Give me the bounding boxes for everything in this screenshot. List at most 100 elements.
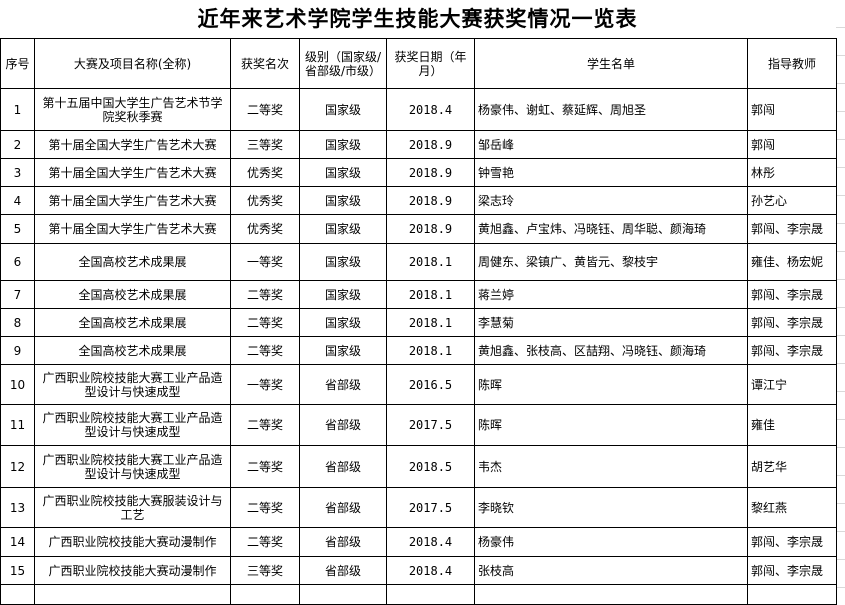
cell-name[interactable]: 第十届全国大学生广告艺术大赛 <box>34 214 231 244</box>
cell-teacher[interactable]: 林彤 <box>747 158 837 187</box>
cell-name[interactable]: 第十届全国大学生广告艺术大赛 <box>34 130 231 159</box>
cell-level[interactable]: 省部级 <box>299 445 387 488</box>
cell-rank[interactable]: 二等奖 <box>230 404 300 446</box>
cell-level[interactable]: 省部级 <box>299 527 387 557</box>
cell-rank[interactable]: 优秀奖 <box>230 186 300 215</box>
cell-no[interactable]: 4 <box>0 186 35 215</box>
cell-level[interactable]: 省部级 <box>299 404 387 446</box>
cell-rank[interactable]: 二等奖 <box>230 445 300 488</box>
header-cell[interactable]: 学生名单 <box>474 38 748 89</box>
cell-students[interactable]: 钟雪艳 <box>474 158 748 187</box>
cell-students[interactable]: 梁志玲 <box>474 186 748 215</box>
cell-no[interactable]: 7 <box>0 280 35 309</box>
cell-no[interactable]: 13 <box>0 487 35 528</box>
cell-students[interactable]: 蒋兰婷 <box>474 280 748 309</box>
cell-students[interactable]: 黄旭鑫、卢宝炜、冯晓钰、周华聪、颜海琦 <box>474 214 748 244</box>
cell-no[interactable]: 12 <box>0 445 35 488</box>
cell-students[interactable]: 陈晖 <box>474 404 748 446</box>
cell-date[interactable]: 2018.1 <box>386 336 475 365</box>
cell-date[interactable]: 2018.1 <box>386 280 475 309</box>
cell-level[interactable]: 国家级 <box>299 243 387 281</box>
cell-students[interactable]: 邹岳峰 <box>474 130 748 159</box>
header-cell[interactable]: 获奖名次 <box>230 38 300 89</box>
header-cell[interactable]: 指导教师 <box>747 38 837 89</box>
cell-teacher[interactable]: 郭闯 <box>747 130 837 159</box>
cell-no[interactable]: 3 <box>0 158 35 187</box>
cell-name[interactable]: 广西职业院校技能大赛工业产品造型设计与快速成型 <box>34 404 231 446</box>
cell-level[interactable]: 国家级 <box>299 158 387 187</box>
cell-teacher[interactable]: 黎红燕 <box>747 487 837 528</box>
cell-teacher[interactable]: 郭闯、李宗晟 <box>747 527 837 557</box>
cell-teacher[interactable]: 郭闯、李宗晟 <box>747 214 837 244</box>
cell-students[interactable]: 杨豪伟、谢虹、蔡延辉、周旭圣 <box>474 88 748 131</box>
cell-name[interactable]: 第十五届中国大学生广告艺术节学院奖秋季赛 <box>34 88 231 131</box>
cell-rank[interactable]: 二等奖 <box>230 308 300 337</box>
cell-no[interactable]: 5 <box>0 214 35 244</box>
cell-level[interactable]: 省部级 <box>299 487 387 528</box>
cell-name[interactable]: 广西职业院校技能大赛服装设计与工艺 <box>34 487 231 528</box>
cell-students[interactable]: 李慧菊 <box>474 308 748 337</box>
cell-date[interactable]: 2017.5 <box>386 487 475 528</box>
cell-no[interactable]: 2 <box>0 130 35 159</box>
cell-no[interactable]: 11 <box>0 404 35 446</box>
cell-no[interactable]: 6 <box>0 243 35 281</box>
cell-date[interactable]: 2018.4 <box>386 88 475 131</box>
cell-level[interactable]: 省部级 <box>299 364 387 405</box>
cell-name[interactable]: 全国高校艺术成果展 <box>34 280 231 309</box>
cell-level[interactable]: 国家级 <box>299 214 387 244</box>
cell-teacher[interactable]: 郭闯、李宗晟 <box>747 308 837 337</box>
cell-teacher[interactable]: 郭闯、李宗晟 <box>747 280 837 309</box>
cell-name[interactable]: 全国高校艺术成果展 <box>34 308 231 337</box>
cell-level[interactable]: 国家级 <box>299 186 387 215</box>
cell-no[interactable]: 9 <box>0 336 35 365</box>
cell-no[interactable]: 14 <box>0 527 35 557</box>
header-cell[interactable]: 序号 <box>0 38 35 89</box>
cell-rank[interactable]: 三等奖 <box>230 556 300 585</box>
cell-students[interactable]: 张枝高 <box>474 556 748 585</box>
cell-no[interactable]: 8 <box>0 308 35 337</box>
cell-date[interactable]: 2017.5 <box>386 404 475 446</box>
cell-date[interactable]: 2018.1 <box>386 308 475 337</box>
cell-date[interactable]: 2018.9 <box>386 186 475 215</box>
cell-level[interactable]: 国家级 <box>299 280 387 309</box>
cell-students[interactable]: 周健东、梁镇广、黄皆元、黎枝宇 <box>474 243 748 281</box>
header-cell[interactable]: 获奖日期（年月） <box>386 38 475 89</box>
cell-students[interactable]: 韦杰 <box>474 445 748 488</box>
cell-no[interactable]: 15 <box>0 556 35 585</box>
cell-date[interactable]: 2018.9 <box>386 214 475 244</box>
cell-name[interactable]: 第十届全国大学生广告艺术大赛 <box>34 158 231 187</box>
cell-date[interactable]: 2018.4 <box>386 556 475 585</box>
cell-teacher[interactable]: 郭闯 <box>747 88 837 131</box>
cell-name[interactable]: 全国高校艺术成果展 <box>34 243 231 281</box>
cell-name[interactable]: 全国高校艺术成果展 <box>34 336 231 365</box>
cell-rank[interactable]: 二等奖 <box>230 527 300 557</box>
cell-rank[interactable]: 优秀奖 <box>230 214 300 244</box>
cell-students[interactable]: 黄旭鑫、张枝高、区喆翔、冯晓钰、颜海琦 <box>474 336 748 365</box>
cell-teacher[interactable]: 孙艺心 <box>747 186 837 215</box>
cell-rank[interactable]: 二等奖 <box>230 336 300 365</box>
cell-date[interactable]: 2018.9 <box>386 158 475 187</box>
cell-date[interactable]: 2016.5 <box>386 364 475 405</box>
cell-no[interactable]: 1 <box>0 88 35 131</box>
cell-level[interactable]: 国家级 <box>299 308 387 337</box>
cell-name[interactable]: 广西职业院校技能大赛工业产品造型设计与快速成型 <box>34 445 231 488</box>
cell-level[interactable]: 国家级 <box>299 130 387 159</box>
cell-rank[interactable]: 一等奖 <box>230 364 300 405</box>
cell-teacher[interactable]: 郭闯、李宗晟 <box>747 336 837 365</box>
cell-name[interactable]: 第十届全国大学生广告艺术大赛 <box>34 186 231 215</box>
cell-name[interactable]: 广西职业院校技能大赛工业产品造型设计与快速成型 <box>34 364 231 405</box>
cell-rank[interactable]: 一等奖 <box>230 243 300 281</box>
cell-teacher[interactable]: 雍佳 <box>747 404 837 446</box>
cell-date[interactable]: 2018.4 <box>386 527 475 557</box>
cell-rank[interactable]: 二等奖 <box>230 487 300 528</box>
cell-students[interactable]: 李晓钦 <box>474 487 748 528</box>
cell-students[interactable]: 杨豪伟 <box>474 527 748 557</box>
cell-teacher[interactable]: 谭江宁 <box>747 364 837 405</box>
cell-rank[interactable]: 三等奖 <box>230 130 300 159</box>
cell-level[interactable]: 国家级 <box>299 336 387 365</box>
cell-teacher[interactable]: 郭闯、李宗晟 <box>747 556 837 585</box>
cell-students[interactable]: 陈晖 <box>474 364 748 405</box>
cell-name[interactable]: 广西职业院校技能大赛动漫制作 <box>34 527 231 557</box>
cell-name[interactable]: 广西职业院校技能大赛动漫制作 <box>34 556 231 585</box>
cell-rank[interactable]: 二等奖 <box>230 88 300 131</box>
